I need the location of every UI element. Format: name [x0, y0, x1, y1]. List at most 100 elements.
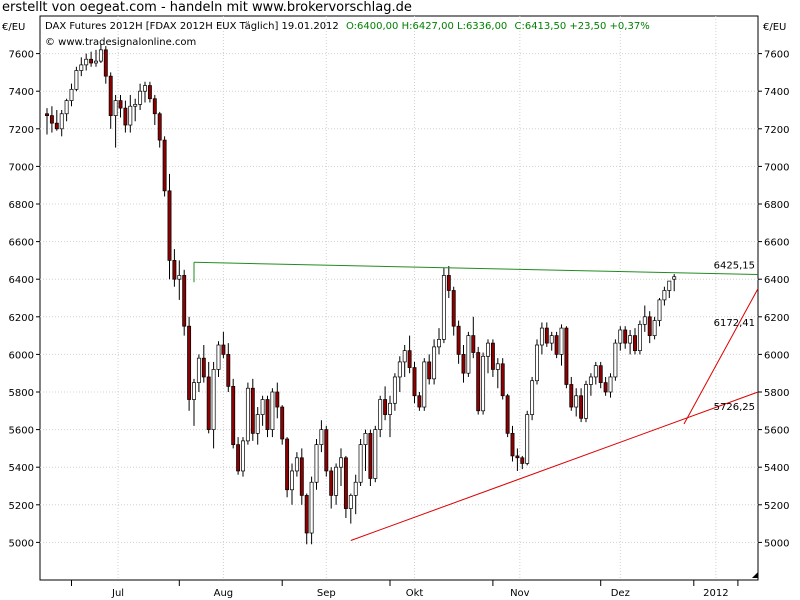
candle-body: [392, 376, 397, 404]
source-label: © www.tradesignalonline.com: [45, 37, 196, 48]
candle: [446, 266, 451, 298]
instrument-label: DAX Futures 2012H [FDAX 2012H EUX Täglic…: [45, 21, 339, 32]
candle-body: [353, 481, 358, 496]
candle-body: [520, 457, 525, 464]
y-tick-label: 5800: [9, 388, 34, 399]
candle-body: [157, 113, 162, 141]
y-tick-label: 5600: [9, 426, 34, 437]
candle-body: [201, 357, 206, 378]
candle: [422, 358, 427, 411]
candle: [138, 83, 143, 110]
candle-body: [388, 402, 392, 415]
candle-body: [255, 414, 260, 434]
candle-body: [579, 395, 584, 419]
candle: [388, 395, 392, 438]
y-tick-label: 6000: [764, 350, 789, 361]
candle-body: [544, 327, 549, 344]
candle-body: [373, 429, 378, 479]
y-tick-label: 5600: [764, 426, 789, 437]
candle: [69, 83, 74, 107]
candle-body: [64, 100, 69, 115]
candle: [490, 339, 495, 377]
candle-body: [451, 290, 456, 327]
candle: [226, 343, 231, 392]
candle-body: [662, 290, 667, 301]
candle-body: [461, 354, 466, 374]
candle: [113, 94, 118, 148]
candle: [49, 106, 54, 133]
candle-body: [647, 316, 652, 336]
candle: [613, 339, 618, 381]
candle: [79, 57, 84, 77]
candle: [182, 269, 187, 336]
candle: [363, 429, 368, 471]
candle: [471, 316, 476, 359]
candle-body: [363, 433, 368, 445]
candle: [378, 395, 383, 438]
candle: [456, 320, 461, 364]
grid-lines: [40, 16, 758, 580]
candle-body: [177, 275, 182, 280]
candle-body: [182, 275, 187, 327]
candle-body: [539, 327, 544, 346]
candle-body: [79, 64, 84, 71]
y-tick-label: 5200: [764, 501, 789, 512]
x-tick-label: Dez: [611, 588, 630, 599]
y-tick-label: 5400: [764, 463, 789, 474]
candle: [260, 395, 265, 426]
candle: [437, 328, 441, 355]
y-tick-label: 6800: [764, 200, 789, 211]
candle: [417, 392, 422, 411]
candle-body: [334, 466, 339, 496]
candle-body: [270, 391, 275, 430]
scroll-right-icon[interactable]: [752, 572, 758, 578]
x-tick-label: 2012: [703, 588, 728, 599]
candle-body: [608, 376, 613, 393]
y-tick-label: 6400: [764, 275, 789, 286]
candle: [192, 378, 196, 426]
y-tick-label: 6600: [764, 238, 789, 249]
ohlc-values: O:6400,00 H:6427,00 L:6336,00: [346, 21, 507, 32]
candle-body: [564, 327, 569, 385]
candle-body: [402, 350, 407, 363]
y-tick-label: 7600: [764, 50, 789, 61]
candle: [525, 410, 530, 466]
candle: [59, 110, 64, 137]
candle: [618, 326, 623, 351]
candle: [520, 455, 525, 470]
candle-body: [637, 323, 642, 351]
y-tick-label: 7400: [9, 87, 34, 98]
candle: [221, 331, 226, 359]
candle-body: [187, 325, 192, 400]
candle: [358, 439, 363, 486]
candle-body: [378, 399, 383, 430]
candle-body: [314, 444, 319, 483]
candle-body: [603, 382, 608, 393]
candle-body: [343, 457, 348, 509]
y-tick-label: 7200: [9, 125, 34, 136]
candle: [535, 339, 539, 385]
candle-body: [667, 280, 672, 291]
candle: [574, 388, 579, 417]
x-tick-label: Nov: [510, 588, 530, 599]
candle: [304, 493, 309, 545]
candle-body: [133, 104, 138, 107]
candle: [89, 51, 94, 67]
candle: [152, 94, 157, 126]
candle: [123, 100, 128, 133]
candle-body: [250, 387, 255, 434]
candle: [290, 463, 294, 505]
y-tick-label: 6400: [9, 275, 34, 286]
candle: [84, 53, 89, 71]
candle: [642, 305, 647, 332]
candle: [505, 393, 510, 438]
candle-body: [319, 429, 324, 445]
candle: [481, 352, 486, 415]
candle-body: [613, 342, 618, 378]
candle-body: [383, 399, 388, 415]
y-tick-label: 6800: [9, 200, 34, 211]
trend-label-support-steep: 6172,41: [714, 318, 755, 329]
candle-body: [89, 58, 94, 64]
candle-body: [456, 325, 461, 355]
